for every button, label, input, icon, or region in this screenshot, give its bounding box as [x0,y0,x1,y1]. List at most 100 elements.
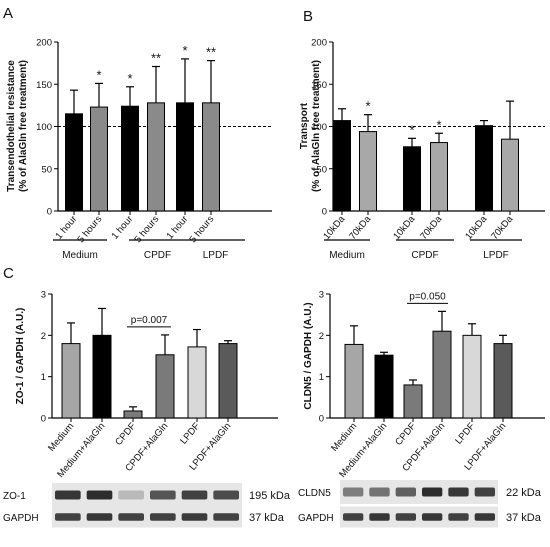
blot-band [150,513,176,521]
y-tick-label: 0 [322,207,327,218]
blot-band [118,490,144,500]
significance-marker: * [409,122,414,137]
y-tick-label: 3 [41,290,46,301]
bar [359,131,377,212]
blot-row-label: GAPDH [298,513,334,524]
bar [121,105,139,212]
blot-band [118,513,144,521]
x-tick-label: 10kDa [463,213,490,242]
y-tick-label: 50 [41,164,52,175]
x-tick-label: CPDF [393,421,418,448]
y-axis-label: CLDN5 / GAPDH (A.U.) [303,302,314,409]
blots-layer: ZO-1 195 kDa GAPDH 37 kDa CLDN5 22 kDa GAPDH 37… [3,480,542,528]
blot-band [369,487,390,497]
western-blot-zo1: ZO-1 195 kDa GAPDH 37 kDa [3,483,291,528]
y-tick-label: 1 [41,372,46,383]
x-tick-label: 1 hour [110,214,136,242]
y-tick-label: 200 [311,38,327,49]
bar [187,346,207,419]
x-tick-label: 70kDa [347,213,374,242]
y-axis-label: Transendothelial resistance [6,60,17,192]
blot-band [55,490,81,500]
x-tick-label: LPDF [453,421,477,447]
chart-panel-a: 0 50 100 150 200 Transendothelial resistance(… [6,38,272,261]
y-tick-label: 150 [36,80,52,91]
molecular-weight-label: 37 kDa [506,512,542,524]
p-value-label: p=0.007 [131,315,168,326]
blot-band [213,490,239,500]
blot-membrane [52,506,242,528]
y-axis-label: Transport [299,102,310,149]
panel-letter-b: B [303,8,313,25]
blot-band [474,487,495,497]
panel-letter-c: C [3,265,14,282]
significance-marker: * [182,43,187,58]
blot-band [181,490,208,500]
western-blot-cldn5: CLDN5 22 kDa GAPDH 37 kDa [298,480,542,528]
significance-marker: * [436,117,441,132]
molecular-weight-label: 195 kDa [249,490,291,502]
bar [403,146,421,212]
blot-band [213,513,239,521]
bar [475,125,493,212]
blot-row-label: GAPDH [3,513,39,524]
x-tick-label: LPDF [178,421,202,447]
bar [176,102,194,212]
x-tick-label: Medium [46,421,76,454]
x-tick-label: 10kDa [391,213,418,242]
bar [90,106,108,212]
chart-panel-b: 0 50 100 150 200 Transport (% of AlaGln free t… [299,38,545,261]
blot-band [181,513,208,521]
y-axis-label: ZO-1 / GAPDH (A.U.) [15,308,26,405]
blot-row-label: ZO-1 [3,491,26,502]
x-tick-label: Medium [329,421,359,454]
p-value-label: p=0.050 [409,291,446,302]
bar [218,343,238,419]
molecular-weight-label: 22 kDa [506,487,542,499]
bar [202,102,220,212]
bar [374,354,394,419]
bar [344,343,364,419]
y-tick-label: 0 [319,414,324,425]
significance-marker: ** [206,45,216,60]
blot-row-label: CLDN5 [298,488,331,499]
x-tick-label: 10kDa [321,213,348,242]
group-label: CPDF [411,250,438,261]
bar [333,120,351,212]
blot-band [474,513,495,521]
blot-band [150,490,176,500]
x-tick-label: 1 hour [165,214,191,242]
blot-band [422,513,443,521]
blot-band [55,513,81,521]
y-tick-label: 50 [316,164,327,175]
x-tick-label: CPDF [113,421,138,448]
bar [403,384,423,419]
x-tick-label: 70kDa [489,213,516,242]
blot-band [343,487,364,497]
group-label: Medium [329,250,365,261]
blot-band [448,513,469,521]
bar [493,343,513,419]
y-tick-label: 100 [311,122,327,133]
bar [65,113,83,212]
bar [155,354,175,419]
group-label: CPDF [144,250,171,261]
significance-marker: * [127,71,132,86]
significance-marker: ** [151,51,161,66]
y-tick-label: 2 [319,331,324,342]
group-label: Medium [62,250,98,261]
bar [432,330,452,419]
bar [462,334,482,419]
panel-letter-a: A [3,5,13,22]
bar [147,102,165,212]
significance-marker: * [365,99,370,114]
y-tick-label: 150 [311,80,327,91]
blot-band [86,513,113,521]
y-tick-label: 0 [41,414,46,425]
blot-band [395,513,416,521]
blot-membrane [52,483,242,507]
